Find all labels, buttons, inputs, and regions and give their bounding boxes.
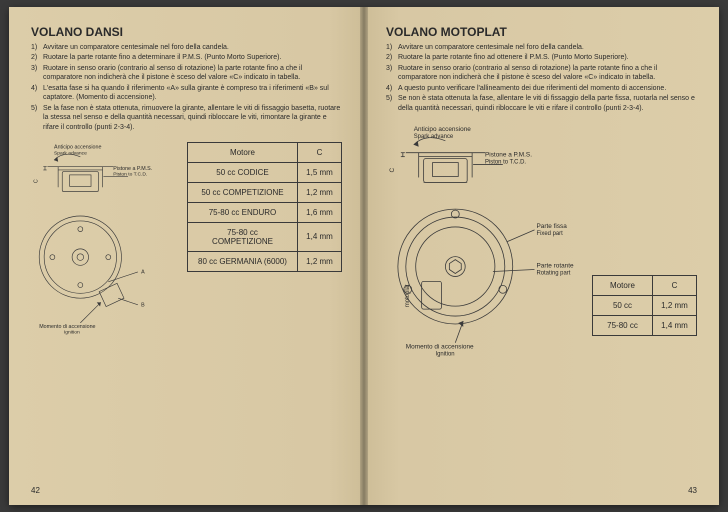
step-item: 2)Ruotare la parte rotante fino ad otten… — [386, 53, 697, 62]
table-cell: 50 cc COMPETIZIONE — [188, 182, 298, 202]
book-spine — [360, 7, 368, 505]
label-parte-rotante: Parte rotante — [536, 263, 574, 270]
table-cell: 80 cc GERMANIA (6000) — [188, 251, 298, 271]
table-header: C — [298, 142, 342, 162]
label-b: B — [141, 302, 145, 308]
step-number: 4) — [31, 84, 43, 103]
label-ignition: Ignition — [436, 352, 455, 358]
step-item: 5)Se non è stata ottenuta la fase, allen… — [386, 94, 697, 113]
motor-table: MotoreC50 cc1,2 mm75-80 cc1,4 mm — [592, 275, 697, 336]
page-left: VOLANO DANSI 1)Avvitare un comparatore c… — [9, 7, 364, 505]
step-item: 3)Ruotare in senso orario (contrario al … — [31, 64, 342, 83]
table-cell: 75-80 cc — [593, 315, 653, 335]
label-c: C — [389, 168, 396, 173]
content-row: Anticipo accensione Spark advance C Pist… — [386, 123, 697, 366]
page-number: 42 — [31, 486, 40, 495]
diagram-svg: Anticipo accensione Spark advance C Pist… — [386, 123, 584, 361]
step-item: 5)Se la fase non è stata ottenuta, rimuo… — [31, 104, 342, 132]
label-parte-fissa: Parte fissa — [536, 223, 567, 230]
table-row: 75-80 cc ENDURO1,6 mm — [188, 202, 342, 222]
step-text: Ruotare la parte rotante fino ad ottener… — [398, 53, 697, 62]
step-text: A questo punto verificare l'allineamento… — [398, 84, 697, 93]
step-number: 3) — [31, 64, 43, 83]
steps-list: 1)Avvitare un comparatore centesimale ne… — [31, 43, 342, 132]
table-header: Motore — [593, 275, 653, 295]
table-row: 50 cc1,2 mm — [593, 295, 697, 315]
step-item: 4)L'esatta fase si ha quando il riferime… — [31, 84, 342, 103]
table-header: Motore — [188, 142, 298, 162]
label-anticipo: Anticipo accensione — [54, 145, 101, 151]
label-spark: Spark advance — [54, 150, 87, 156]
label-piston: Piston to T.C.D. — [113, 172, 147, 178]
step-number: 2) — [386, 53, 398, 62]
step-number: 3) — [386, 64, 398, 83]
flywheel-diagram: Anticipo accensione Spark advance C Pist… — [31, 142, 179, 344]
label-spark: Spark advance — [414, 134, 454, 140]
table-cell: 1,5 mm — [298, 162, 342, 182]
label-c: C — [34, 179, 40, 183]
page-title: VOLANO DANSI — [31, 25, 342, 39]
step-item: 2)Ruotare la parte rotante fino a determ… — [31, 53, 342, 62]
diagram-svg: Anticipo accensione Spark advance C Pist… — [31, 142, 179, 339]
table-row: 75-80 cc1,4 mm — [593, 315, 697, 335]
label-pistone: Pistone a P.M.S. — [113, 166, 152, 172]
table-row: 50 cc COMPETIZIONE1,2 mm — [188, 182, 342, 202]
step-number: 4) — [386, 84, 398, 93]
step-text: Ruotare in senso orario (contrario al se… — [43, 64, 342, 83]
label-piston: Piston to T.C.D. — [485, 160, 526, 166]
label-motoplat: motoplat — [405, 284, 411, 307]
step-text: L'esatta fase si ha quando il riferiment… — [43, 84, 342, 103]
table-cell: 75-80 cc ENDURO — [188, 202, 298, 222]
step-item: 3)Ruotare in senso orario (contrario al … — [386, 64, 697, 83]
label-anticipo: Anticipo accensione — [414, 126, 472, 133]
book-spread: VOLANO DANSI 1)Avvitare un comparatore c… — [9, 7, 719, 505]
step-text: Avvitare un comparatore centesimale nel … — [398, 43, 697, 52]
page-title: VOLANO MOTOPLAT — [386, 25, 697, 39]
step-number: 5) — [31, 104, 43, 132]
step-number: 1) — [386, 43, 398, 52]
table-header-row: MotoreC — [593, 275, 697, 295]
table-cell: 75-80 cc COMPETIZIONE — [188, 222, 298, 251]
step-item: 4)A questo punto verificare l'allineamen… — [386, 84, 697, 93]
table-header-row: MotoreC — [188, 142, 342, 162]
table-row: 80 cc GERMANIA (6000)1,2 mm — [188, 251, 342, 271]
label-momento: Momento di accensione — [39, 324, 95, 330]
table-cell: 50 cc CODICE — [188, 162, 298, 182]
table-cell: 1,2 mm — [653, 295, 697, 315]
steps-list: 1)Avvitare un comparatore centesimale ne… — [386, 43, 697, 113]
table-cell: 1,4 mm — [298, 222, 342, 251]
label-fixed: Fixed part — [536, 231, 563, 237]
label-a: A — [141, 269, 145, 275]
page-right: VOLANO MOTOPLAT 1)Avvitare un comparator… — [364, 7, 719, 505]
table-cell: 1,2 mm — [298, 251, 342, 271]
table-header: C — [653, 275, 697, 295]
step-number: 1) — [31, 43, 43, 52]
step-item: 1)Avvitare un comparatore centesimale ne… — [386, 43, 697, 52]
label-ignition: Ignition — [64, 330, 80, 336]
step-text: Ruotare in senso orario (contrario al se… — [398, 64, 697, 83]
table-cell: 1,4 mm — [653, 315, 697, 335]
label-rotating: Rotating part — [536, 271, 570, 277]
table-cell: 1,6 mm — [298, 202, 342, 222]
table-row: 50 cc CODICE1,5 mm — [188, 162, 342, 182]
content-row: Anticipo accensione Spark advance C Pist… — [31, 142, 342, 344]
step-item: 1)Avvitare un comparatore centesimale ne… — [31, 43, 342, 52]
flywheel-diagram: Anticipo accensione Spark advance C Pist… — [386, 123, 584, 366]
step-text: Avvitare un comparatore centesimale nel … — [43, 43, 342, 52]
motor-table: MotoreC50 cc CODICE1,5 mm50 cc COMPETIZI… — [187, 142, 342, 272]
label-pistone: Pistone a P.M.S. — [485, 152, 532, 159]
label-momento: Momento di accensione — [406, 344, 474, 351]
table-cell: 1,2 mm — [298, 182, 342, 202]
page-number: 43 — [688, 486, 697, 495]
step-text: Se la fase non è stata ottenuta, rimuove… — [43, 104, 342, 132]
step-number: 2) — [31, 53, 43, 62]
table-row: 75-80 cc COMPETIZIONE1,4 mm — [188, 222, 342, 251]
table-cell: 50 cc — [593, 295, 653, 315]
step-text: Ruotare la parte rotante fino a determin… — [43, 53, 342, 62]
step-text: Se non è stata ottenuta la fase, allenta… — [398, 94, 697, 113]
step-number: 5) — [386, 94, 398, 113]
